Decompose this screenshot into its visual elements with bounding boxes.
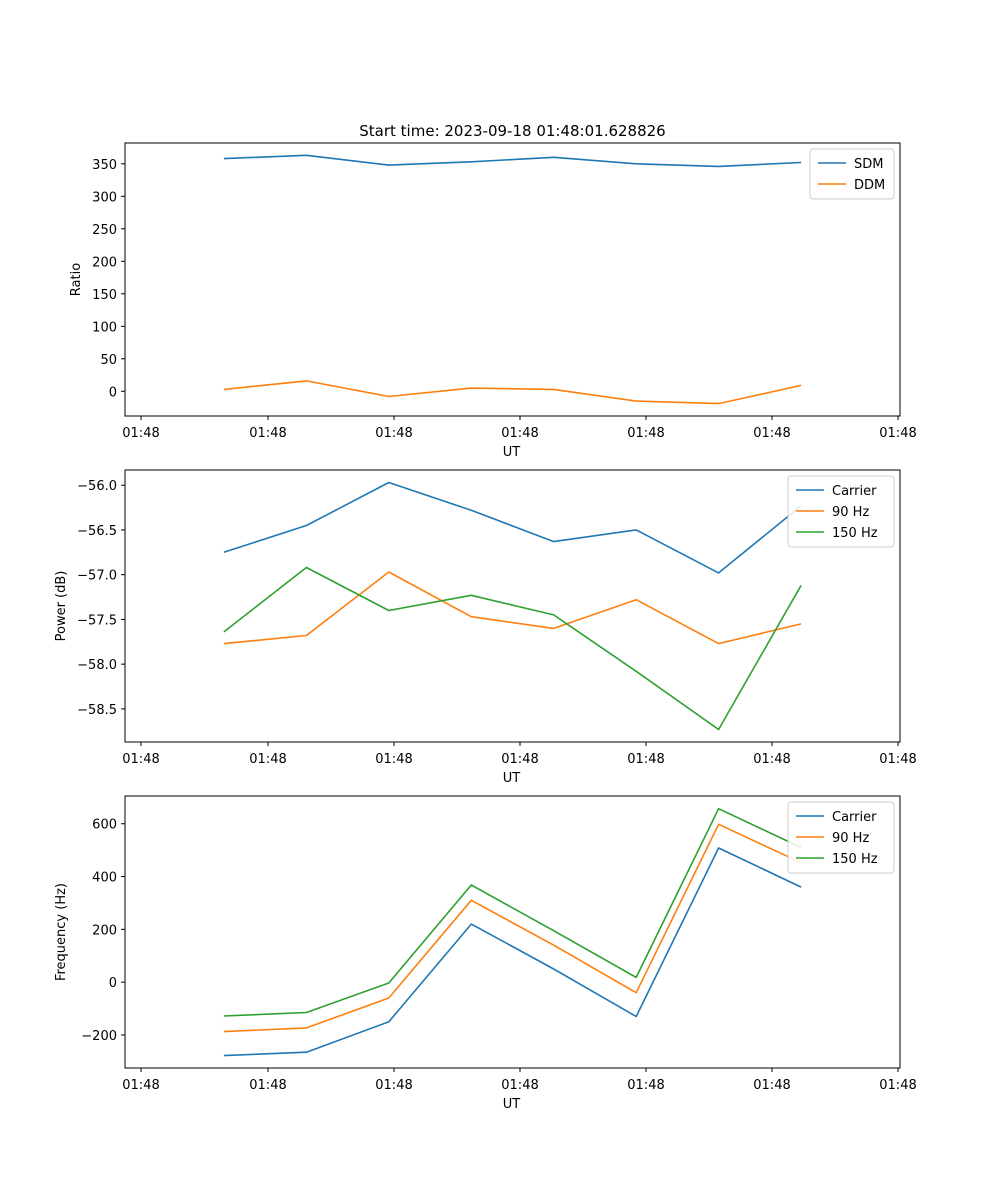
series-line-carrier [223, 481, 802, 574]
y-tick-label: 0 [109, 976, 117, 991]
x-tick-label: 01:48 [122, 426, 159, 441]
series-line-90-hz [223, 823, 802, 1033]
legend-entry: 90 Hz [832, 505, 869, 520]
y-tick-label: 250 [92, 223, 117, 238]
x-tick-label: 01:48 [249, 752, 286, 767]
legend-entry: DDM [854, 178, 885, 193]
x-tick-label: 01:48 [122, 1078, 159, 1093]
y-tick-label: −56.5 [77, 524, 117, 539]
axes-frame [124, 469, 901, 743]
y-tick-label: −56.0 [77, 479, 117, 494]
y-tick-label: 100 [92, 320, 117, 335]
legend-entry: 150 Hz [832, 526, 878, 541]
legend-frame [787, 475, 895, 548]
x-tick-label: 01:48 [501, 752, 538, 767]
legend-entry: Carrier [832, 484, 877, 499]
y-axis-label: Power (dB) [54, 571, 69, 642]
series-line-90-hz [223, 571, 802, 645]
chart-panel-1: Start time: 2023-09-18 01:48:01.62882601… [69, 122, 917, 460]
y-tick-label: 200 [92, 923, 117, 938]
legend-entry: 90 Hz [832, 831, 869, 846]
axes-frame [124, 795, 901, 1069]
x-tick-label: 01:48 [879, 426, 916, 441]
series-line-ddm [223, 380, 802, 405]
y-tick-label: 400 [92, 871, 117, 886]
series-line-150-hz [223, 566, 802, 731]
y-tick-label: −58.5 [77, 703, 117, 718]
legend-entry: SDM [854, 157, 883, 172]
series-line-sdm [223, 154, 802, 168]
x-tick-label: 01:48 [501, 426, 538, 441]
x-tick-label: 01:48 [249, 1078, 286, 1093]
y-tick-label: −200 [81, 1029, 117, 1044]
chart-title: Start time: 2023-09-18 01:48:01.628826 [359, 122, 665, 140]
legend-entry: 150 Hz [832, 852, 878, 867]
y-tick-label: 150 [92, 288, 117, 303]
y-tick-label: 300 [92, 190, 117, 205]
y-axis-label: Ratio [69, 263, 84, 296]
x-axis-label: UT [503, 445, 521, 460]
y-tick-label: 50 [100, 353, 117, 368]
legend: Carrier 90 Hz 150 Hz [787, 801, 895, 874]
legend-entry: Carrier [832, 810, 877, 825]
x-tick-label: 01:48 [753, 426, 790, 441]
x-tick-label: 01:48 [375, 752, 412, 767]
x-tick-label: 01:48 [122, 752, 159, 767]
legend-frame [809, 148, 895, 200]
x-tick-label: 01:48 [627, 752, 664, 767]
y-tick-label: 200 [92, 255, 117, 270]
chart-panel-2: 01:48 01:48 01:48 01:48 01:48 01:48 01:48 −58.5… [54, 469, 917, 786]
x-axis-label: UT [503, 1097, 521, 1112]
series-line-carrier [223, 847, 802, 1057]
y-tick-label: −57.5 [77, 613, 117, 628]
axes-frame [124, 142, 901, 417]
x-tick-label: 01:48 [375, 426, 412, 441]
y-tick-label: −57.0 [77, 569, 117, 584]
legend: Carrier 90 Hz 150 Hz [787, 475, 895, 548]
x-tick-label: 01:48 [501, 1078, 538, 1093]
x-tick-label: 01:48 [627, 1078, 664, 1093]
x-tick-label: 01:48 [879, 1078, 916, 1093]
legend: SDM DDM [809, 148, 895, 200]
x-tick-label: 01:48 [375, 1078, 412, 1093]
y-tick-label: 350 [92, 158, 117, 173]
x-tick-label: 01:48 [249, 426, 286, 441]
x-tick-label: 01:48 [879, 752, 916, 767]
legend-frame [787, 801, 895, 874]
series-line-150-hz [223, 807, 802, 1017]
x-axis-label: UT [503, 771, 521, 786]
x-tick-label: 01:48 [753, 1078, 790, 1093]
y-tick-label: 600 [92, 818, 117, 833]
x-tick-label: 01:48 [627, 426, 664, 441]
y-tick-label: 0 [109, 385, 117, 400]
y-axis-label: Frequency (Hz) [54, 883, 69, 981]
chart-panel-3: 01:48 01:48 01:48 01:48 01:48 01:48 01:48 −200 0… [54, 795, 917, 1112]
y-tick-label: −58.0 [77, 658, 117, 673]
x-tick-label: 01:48 [753, 752, 790, 767]
